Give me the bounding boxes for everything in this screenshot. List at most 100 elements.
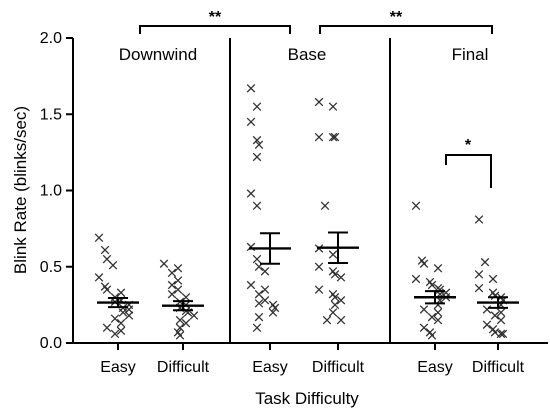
- data-point-stroke: [268, 300, 278, 310]
- data-point: [260, 296, 270, 305]
- data-point-stroke: [167, 280, 177, 290]
- panel-label-final: Final: [452, 45, 489, 64]
- data-point: [270, 303, 280, 313]
- data-point-stroke: [336, 273, 346, 282]
- data-point: [336, 273, 346, 282]
- panel-label-downwind: Downwind: [119, 45, 197, 64]
- data-point: [110, 314, 120, 323]
- data-point: [167, 268, 177, 278]
- data-point-stroke: [330, 132, 340, 142]
- data-point-stroke: [328, 267, 338, 276]
- data-point-stroke: [474, 215, 484, 224]
- data-point: [314, 285, 324, 294]
- data-point-stroke: [474, 270, 484, 279]
- data-point-stroke: [270, 303, 280, 313]
- data-point: [314, 132, 324, 142]
- data-point: [474, 270, 484, 279]
- data-point: [490, 311, 500, 320]
- data-point-stroke: [433, 264, 443, 273]
- data-point: [94, 233, 104, 243]
- data-point-stroke: [482, 320, 492, 329]
- data-point-stroke: [102, 254, 112, 264]
- data-point-stroke: [246, 84, 256, 93]
- y-axis-title: Blink Rate (blinks/sec): [11, 106, 30, 274]
- data-point: [252, 102, 262, 111]
- data-point: [167, 280, 177, 290]
- data-point-stroke: [118, 308, 128, 317]
- data-point-stroke: [411, 274, 421, 284]
- y-axis-ticks: 0.0 0.5 1.0 1.5 2.0: [40, 30, 73, 352]
- data-point-stroke: [488, 288, 498, 297]
- data-point: [419, 259, 429, 268]
- data-point-stroke: [336, 315, 346, 325]
- data-point: [102, 323, 112, 333]
- data-point: [433, 264, 443, 273]
- data-point: [246, 117, 256, 127]
- data-point: [433, 315, 443, 325]
- data-point: [108, 260, 118, 270]
- panel-label-base: Base: [288, 45, 327, 64]
- data-point: [419, 305, 429, 314]
- data-point-stroke: [330, 300, 340, 310]
- data-point-stroke: [260, 285, 270, 294]
- data-point-stroke: [328, 289, 338, 299]
- data-point-stroke: [330, 270, 340, 279]
- data-point-stroke: [181, 318, 191, 328]
- data-point: [419, 323, 429, 333]
- data-point: [330, 132, 340, 142]
- data-point-stroke: [433, 308, 443, 317]
- data-point-stroke: [167, 289, 177, 299]
- data-point-stroke: [175, 323, 185, 333]
- data-point-stroke: [173, 276, 183, 285]
- data-point: [252, 254, 262, 264]
- data-point: [474, 283, 484, 293]
- data-point-stroke: [417, 256, 427, 265]
- data-point: [427, 312, 437, 322]
- data-point: [254, 299, 264, 308]
- sig-label-final-easy-difficult: *: [465, 137, 472, 154]
- sig-bracket-base-final: [319, 25, 493, 34]
- data-point: [252, 323, 262, 333]
- data-point-stroke: [419, 259, 429, 268]
- data-point: [496, 329, 506, 339]
- y-tick-label: 0.0: [40, 335, 62, 352]
- data-point-stroke: [328, 102, 338, 111]
- data-point: [246, 189, 256, 198]
- data-point-stroke: [314, 97, 324, 107]
- data-point-stroke: [159, 259, 169, 268]
- data-point: [116, 318, 126, 328]
- data-point-stroke: [246, 242, 256, 252]
- data-point-stroke: [419, 323, 429, 333]
- data-point: [189, 311, 199, 320]
- data-point: [252, 152, 262, 162]
- data-point-stroke: [254, 312, 264, 322]
- data-point-stroke: [254, 289, 264, 299]
- data-point: [474, 215, 484, 224]
- data-point: [246, 280, 256, 290]
- data-point: [167, 289, 177, 299]
- data-point: [118, 308, 128, 317]
- data-point: [480, 257, 490, 267]
- data-point-stroke: [425, 277, 435, 287]
- data-point-stroke: [116, 326, 126, 336]
- data-point-stroke: [496, 329, 506, 339]
- data-point: [328, 132, 338, 142]
- data-point-stroke: [498, 329, 508, 339]
- data-point-stroke: [175, 331, 185, 340]
- data-point: [252, 201, 262, 211]
- data-point-stroke: [116, 288, 126, 297]
- data-point-stroke: [330, 292, 340, 302]
- data-point-stroke: [124, 311, 134, 320]
- data-point: [320, 201, 330, 211]
- y-tick-label: 1.0: [40, 183, 62, 200]
- data-point-stroke: [252, 102, 262, 111]
- data-point: [181, 318, 191, 328]
- data-point-stroke: [482, 305, 492, 314]
- data-point-stroke: [322, 315, 332, 325]
- data-point-stroke: [167, 268, 177, 278]
- data-point: [100, 245, 110, 255]
- data-point-stroke: [314, 132, 324, 142]
- data-point-stroke: [254, 140, 264, 150]
- x-tick-label: Difficult: [312, 359, 365, 376]
